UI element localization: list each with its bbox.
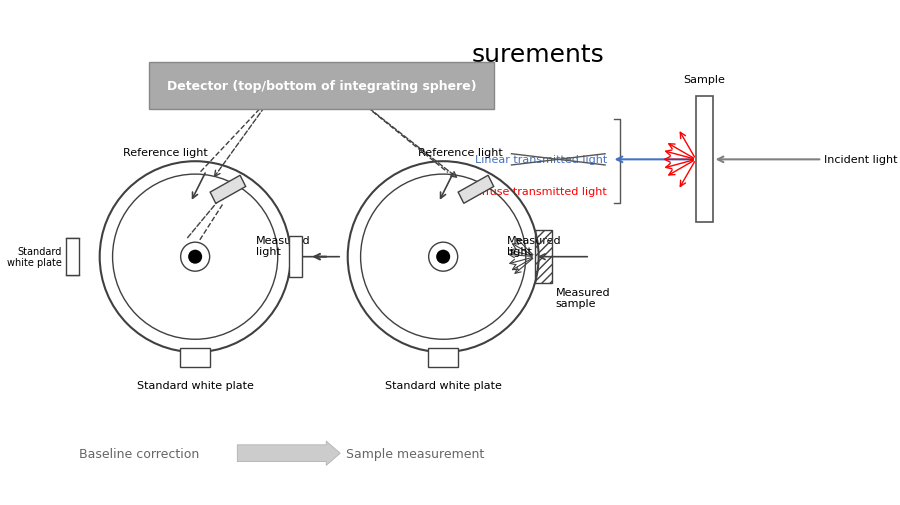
Bar [428, 349, 458, 368]
Text: Baseline correction: Baseline correction [79, 447, 199, 460]
Circle shape [188, 250, 202, 264]
Text: Sample measurement: Sample measurement [346, 447, 484, 460]
Polygon shape [210, 176, 246, 204]
Bar [289, 237, 302, 278]
Text: Standard
white plate: Standard white plate [7, 246, 62, 268]
FancyArrow shape [238, 441, 340, 466]
Bar [696, 96, 713, 223]
Bar [180, 349, 210, 368]
Bar [535, 231, 552, 283]
Text: Linear transmitted light: Linear transmitted light [474, 155, 607, 165]
Circle shape [436, 250, 450, 264]
Text: surements: surements [472, 42, 604, 67]
Text: Standard white plate: Standard white plate [137, 380, 254, 390]
Text: Measured
light: Measured light [507, 235, 562, 257]
Text: Diffuse transmitted light: Diffuse transmitted light [470, 187, 607, 197]
Text: Incident light: Incident light [824, 155, 897, 165]
Bar [66, 238, 79, 276]
Circle shape [361, 175, 526, 339]
Text: Standard white plate: Standard white plate [384, 380, 501, 390]
Circle shape [112, 175, 278, 339]
Text: Sample: Sample [683, 74, 725, 84]
FancyBboxPatch shape [149, 63, 494, 110]
Text: Reference light: Reference light [122, 148, 208, 158]
Text: Measured
sample: Measured sample [555, 287, 610, 309]
Text: Reference light: Reference light [418, 148, 502, 158]
Polygon shape [458, 176, 494, 204]
Text: Measured
light: Measured light [256, 235, 310, 257]
Text: Detector (top/bottom of integrating sphere): Detector (top/bottom of integrating sphe… [166, 80, 476, 93]
